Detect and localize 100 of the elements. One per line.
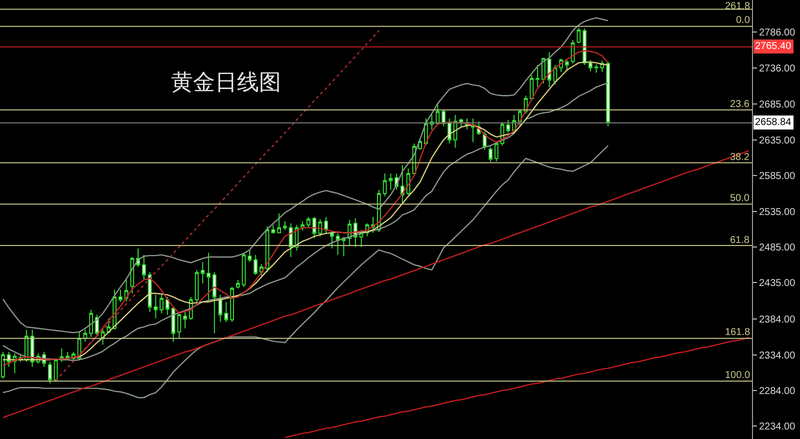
y-tick-label: 2786.00	[759, 28, 796, 39]
line-series	[55, 30, 380, 382]
candlestick	[430, 114, 434, 130]
y-tick-label: 2284.00	[759, 386, 796, 397]
y-tick-label: 2535.00	[759, 206, 796, 218]
candlestick	[600, 60, 604, 73]
candlestick	[242, 252, 246, 288]
line-series	[2, 17, 609, 334]
candlestick	[200, 261, 205, 284]
candlestick	[400, 164, 404, 204]
annotation: 61.8	[730, 235, 750, 246]
candlestick	[377, 189, 381, 232]
candlestick	[189, 296, 193, 320]
candlestick	[359, 229, 364, 248]
candlestick	[576, 27, 581, 44]
candlestick	[271, 224, 276, 234]
y-tick-label: 2334.00	[759, 350, 796, 362]
candlestick	[606, 60, 610, 127]
candlestick	[542, 57, 546, 84]
candlestick	[206, 252, 210, 300]
candlestick	[36, 352, 40, 364]
candlestick	[12, 352, 17, 374]
candlestick	[324, 216, 328, 234]
annotation: 261.8	[725, 1, 750, 12]
candlestick	[177, 312, 182, 339]
candlestick	[118, 289, 122, 302]
candlestick	[89, 309, 93, 338]
candlestick	[254, 254, 258, 276]
candlestick	[154, 294, 158, 319]
candlestick	[124, 278, 128, 302]
candlestick	[166, 296, 170, 316]
annotation: 0.0	[736, 15, 750, 26]
candlestick	[418, 138, 422, 150]
candlestick	[60, 348, 64, 362]
annotation: 38.2	[730, 152, 750, 163]
candlestick	[212, 271, 216, 334]
candlestick	[412, 142, 416, 176]
candlestick	[547, 52, 552, 88]
candlestick	[142, 254, 146, 280]
candlestick	[336, 232, 340, 256]
annotation: 50.0	[730, 193, 750, 204]
candlestick	[536, 64, 540, 88]
candlestick	[194, 269, 199, 304]
candlestick	[283, 220, 287, 230]
candlestick	[453, 114, 458, 148]
candlestick	[530, 74, 534, 102]
candlestick	[48, 361, 52, 384]
y-tick-label: 2435.00	[759, 278, 796, 290]
candlestick	[277, 212, 281, 234]
candlestick	[565, 59, 569, 72]
candlestick	[54, 358, 58, 382]
candlestick	[112, 289, 116, 330]
candlestick	[148, 271, 152, 312]
candlestick	[494, 140, 498, 162]
y-tick-label: 2384.00	[759, 314, 796, 326]
candlestick	[183, 309, 187, 329]
candlestick	[553, 64, 558, 85]
candlestick	[130, 256, 134, 294]
candlestick	[218, 294, 222, 322]
y-tick-label: 2485.00	[759, 242, 796, 254]
candlestick	[230, 286, 234, 322]
text: 黄金日线图	[171, 70, 281, 95]
candlestick	[342, 236, 346, 257]
annotation: 23.6	[730, 99, 750, 110]
candlestick	[524, 95, 528, 114]
candlestick	[365, 222, 370, 237]
y-tick-label: 2685.00	[759, 100, 796, 111]
candlestick	[406, 168, 410, 196]
candlestick	[24, 329, 28, 362]
candlestick	[348, 219, 352, 247]
y-tick-label: 2736.00	[759, 63, 796, 74]
annotation: 161.8	[725, 327, 750, 338]
annotation: 100.0	[725, 370, 750, 381]
candlestick	[312, 216, 316, 239]
ref-line-label: 2658.84	[755, 117, 792, 128]
candlestick	[306, 216, 310, 228]
candlestick	[95, 314, 99, 338]
candlestick	[236, 279, 240, 289]
candlestick	[248, 249, 252, 262]
line-series	[284, 337, 750, 438]
candlestick	[471, 118, 475, 143]
candlestick	[518, 108, 522, 127]
candlestick	[265, 226, 270, 272]
candlestick	[300, 220, 304, 232]
line-series	[2, 150, 750, 418]
candlestick	[388, 172, 393, 190]
y-tick-label: 2635.00	[759, 135, 796, 146]
candlestick	[72, 351, 76, 362]
candlestick	[570, 39, 575, 64]
y-tick-label: 2234.00	[759, 422, 796, 433]
candlestick	[382, 172, 387, 197]
candlestick	[83, 329, 88, 342]
candlestick	[288, 222, 293, 258]
candlestick	[506, 119, 510, 134]
ref-line-label: 2765.40	[755, 41, 792, 52]
candlestick	[171, 306, 176, 342]
candlestick	[294, 224, 299, 252]
candlestick	[442, 109, 446, 127]
line-series	[2, 145, 609, 398]
candlestick	[594, 64, 598, 74]
